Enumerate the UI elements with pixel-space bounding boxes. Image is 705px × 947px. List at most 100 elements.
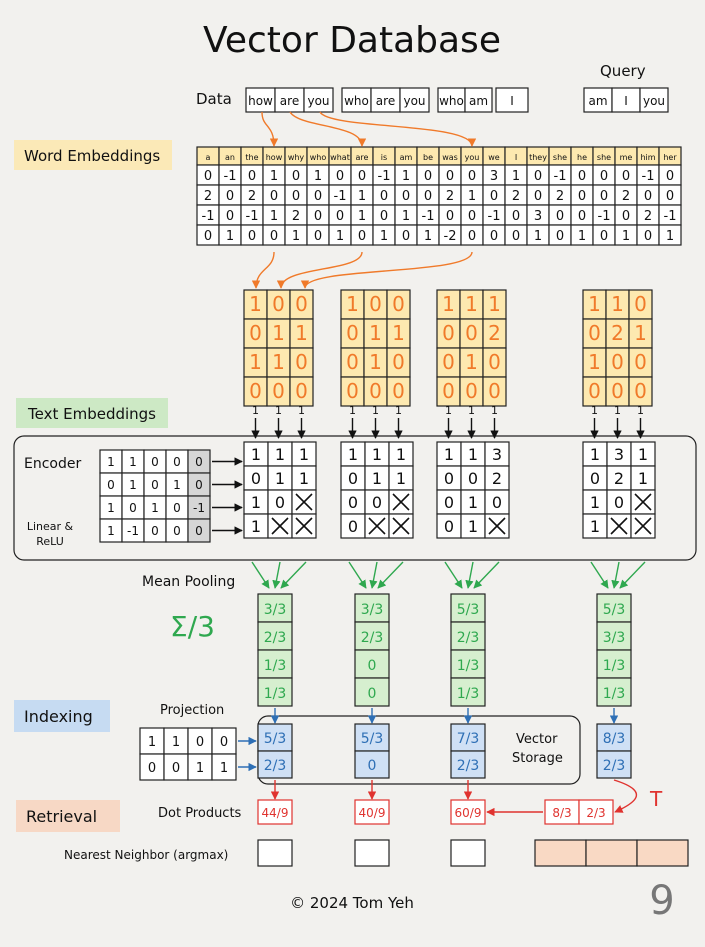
encoder-weight: 1 — [151, 501, 159, 515]
relu-zero-mark — [610, 517, 628, 535]
vocab-word: he — [577, 153, 587, 162]
encoder-output-cell — [460, 465, 486, 491]
embedding-value: 0 — [226, 189, 234, 204]
indexed-cell — [354, 723, 390, 752]
embedding-value: 0 — [402, 229, 410, 244]
input-vector-value: 0 — [465, 379, 478, 403]
embedding-value: 0 — [644, 189, 652, 204]
relu-zero-mark — [634, 493, 652, 511]
indexing-label-bg — [14, 700, 110, 732]
indexed-value: 5/3 — [361, 731, 384, 747]
encoder-output-value: 0 — [444, 517, 454, 536]
vector-storage-label-2: Storage — [512, 751, 563, 766]
encoder-weight: -1 — [127, 524, 139, 538]
embedding-value: 0 — [314, 189, 322, 204]
pooling-arrow — [272, 561, 281, 589]
encoder-output-value: 0 — [590, 469, 600, 488]
data-word: you — [307, 94, 329, 108]
data-word: you — [403, 94, 425, 108]
bias-one: 1 — [637, 404, 644, 417]
dot-products-label: Dot Products — [158, 806, 242, 821]
embedding-arrow — [251, 251, 275, 289]
input-vector-value: 0 — [392, 379, 405, 403]
embedding-value: 0 — [270, 189, 278, 204]
pooling-arrow — [590, 561, 609, 589]
dot-product-value: 60/9 — [455, 806, 482, 820]
embedding-value: 1 — [270, 169, 278, 184]
input-vector-value: 1 — [295, 321, 308, 345]
encoder-output-value: 0 — [468, 469, 478, 488]
embedding-value: 3 — [490, 169, 498, 184]
projection-cell — [163, 727, 189, 755]
vocab-word: the — [245, 153, 258, 162]
vocab-word: she — [597, 153, 611, 162]
data-word-cell — [495, 87, 529, 113]
vocab-word: is — [381, 153, 387, 162]
embedding-value: 1 — [512, 169, 520, 184]
pooling-arrow — [251, 561, 270, 589]
embedding-value: 1 — [314, 169, 322, 184]
indexed-value: 0 — [368, 758, 377, 774]
input-vector-value: 1 — [346, 292, 359, 316]
embedding-value: 1 — [292, 229, 300, 244]
encoder-output-value: 1 — [275, 469, 285, 488]
input-vector-value: 0 — [272, 292, 285, 316]
embedding-value: 0 — [402, 189, 410, 204]
nearest-neighbor-box — [450, 839, 486, 867]
embedding-value: 0 — [446, 209, 454, 224]
input-vector-value: 0 — [634, 379, 647, 403]
encoder-weight: 1 — [107, 524, 115, 538]
embedding-value: -1 — [378, 169, 391, 184]
embedding-value: 1 — [468, 189, 476, 204]
encoder-output-value: 1 — [468, 445, 478, 464]
embedding-value: 2 — [556, 189, 564, 204]
relu-zero-mark — [392, 493, 410, 511]
input-vector-value: 0 — [611, 379, 624, 403]
embedding-arrow — [276, 251, 363, 289]
embedding-value: 0 — [468, 209, 476, 224]
query-transposed-value: 8/3 — [552, 806, 571, 820]
relu-zero-mark — [634, 517, 652, 535]
embedding-value: 0 — [468, 229, 476, 244]
argmax-input-cell — [534, 839, 587, 867]
encoder-output-value: 2 — [614, 469, 624, 488]
input-vector-value: 0 — [588, 321, 601, 345]
encoder-output-value: 0 — [348, 493, 358, 512]
query-word: you — [643, 94, 665, 108]
input-vector-value: 1 — [465, 292, 478, 316]
encoder-weight: 0 — [195, 524, 203, 538]
encoder-output-value: 1 — [251, 445, 261, 464]
encoder-output-value: 1 — [590, 493, 600, 512]
vector-storage-label-1: Vector — [516, 732, 558, 747]
embedding-value: 0 — [424, 189, 432, 204]
pooled-cell — [354, 593, 390, 623]
lookup-arrow — [319, 111, 477, 147]
pooled-value: 2/3 — [457, 630, 480, 646]
embedding-value: 0 — [468, 169, 476, 184]
relu-zero-mark — [295, 517, 313, 535]
encoder-output-value: 0 — [444, 493, 454, 512]
pooling-arrow — [473, 561, 500, 589]
data-word-cell — [464, 87, 493, 113]
bias-one: 1 — [445, 404, 452, 417]
indexed-cell — [354, 750, 390, 779]
relu-zero-mark — [368, 517, 386, 535]
encoder-weight: 0 — [173, 524, 181, 538]
query-word: I — [624, 94, 628, 108]
data-label: Data — [196, 90, 232, 108]
indexed-cell — [596, 750, 632, 779]
encoder-weight: 1 — [129, 478, 137, 492]
query-word: am — [588, 94, 607, 108]
embedding-value: 2 — [644, 209, 652, 224]
data-word-cell — [303, 87, 334, 113]
bias-one: 1 — [614, 404, 621, 417]
encoder-weight: 0 — [129, 501, 137, 515]
indexed-value: 2/3 — [603, 758, 626, 774]
embedding-value: 1 — [358, 189, 366, 204]
embedding-value: 0 — [270, 229, 278, 244]
vocab-word: are — [356, 153, 369, 162]
input-vector-value: 0 — [346, 321, 359, 345]
encoder-output-cell — [582, 441, 608, 467]
input-vector-value: 1 — [634, 321, 647, 345]
indexed-value: 8/3 — [603, 731, 626, 747]
